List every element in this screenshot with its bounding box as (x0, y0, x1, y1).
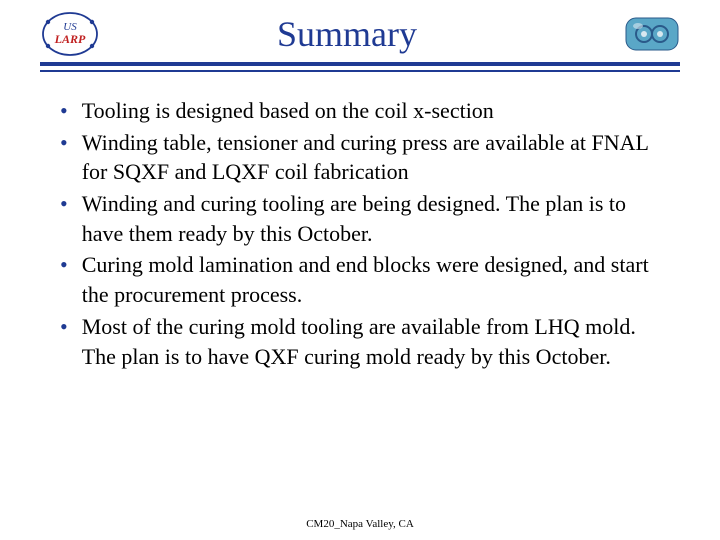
footer-text: CM20_Napa Valley, CA (0, 518, 720, 530)
list-item: • Tooling is designed based on the coil … (60, 96, 670, 126)
bullet-text: Most of the curing mold tooling are avai… (82, 312, 670, 371)
magnet-icon (624, 12, 680, 56)
bullet-list: • Tooling is designed based on the coil … (40, 96, 680, 371)
bullet-text: Tooling is designed based on the coil x-… (82, 96, 670, 126)
list-item: • Curing mold lamination and end blocks … (60, 250, 670, 309)
bullet-icon: • (60, 250, 68, 280)
title-rule-thin (40, 70, 680, 72)
list-item: • Winding and curing tooling are being d… (60, 189, 670, 248)
list-item: • Most of the curing mold tooling are av… (60, 312, 670, 371)
slide: US LARP Summary • Tooling is designed ba… (0, 0, 720, 540)
bullet-text: Winding table, tensioner and curing pres… (82, 128, 670, 187)
title-rule-thick (40, 62, 680, 66)
bullet-icon: • (60, 96, 68, 126)
bullet-text: Curing mold lamination and end blocks we… (82, 250, 670, 309)
header-row: US LARP Summary (40, 10, 680, 58)
page-title: Summary (70, 13, 624, 55)
bullet-text: Winding and curing tooling are being des… (82, 189, 670, 248)
bullet-icon: • (60, 312, 68, 342)
bullet-icon: • (60, 189, 68, 219)
list-item: • Winding table, tensioner and curing pr… (60, 128, 670, 187)
bullet-icon: • (60, 128, 68, 158)
